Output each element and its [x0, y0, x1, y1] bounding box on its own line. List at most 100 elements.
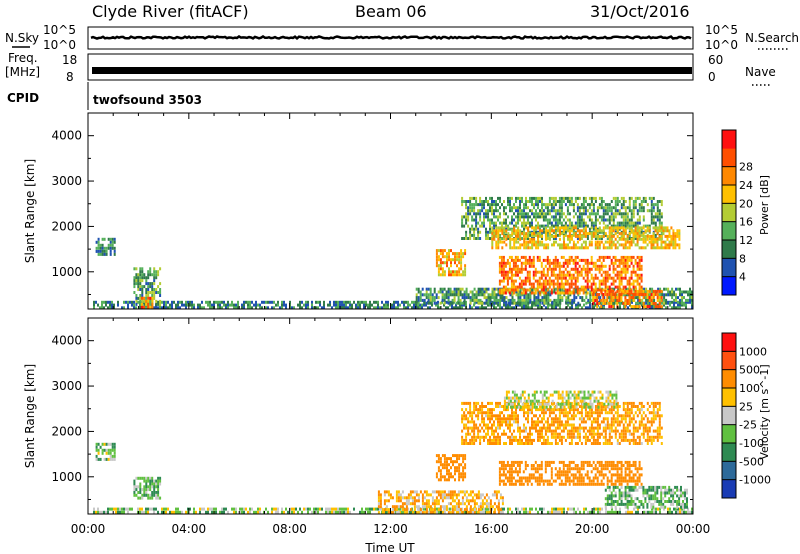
- power-echo-cell: [441, 298, 444, 302]
- velocity-echo-cell: [550, 411, 553, 415]
- velocity-echo-cell: [543, 507, 545, 511]
- power-echo-cell: [548, 203, 551, 207]
- power-echo-cell: [604, 289, 607, 293]
- power-echo-cell: [592, 279, 595, 283]
- power-echo-cell: [646, 226, 649, 230]
- velocity-echo-cell: [509, 423, 511, 427]
- power-echo-cell: [574, 226, 577, 230]
- power-echo-cell: [448, 267, 450, 271]
- power-echo-cell: [644, 305, 647, 309]
- power-echo-cell: [683, 301, 685, 305]
- power-echo-cell: [596, 237, 599, 240]
- power-echo-cell: [445, 296, 448, 300]
- power-echo-cell: [529, 224, 531, 228]
- power-echo-cell: [555, 298, 558, 302]
- velocity-echo-cell: [513, 429, 515, 433]
- power-echo-cell: [155, 276, 158, 280]
- power-echo-cell: [99, 249, 102, 253]
- power-echo-cell: [614, 232, 617, 236]
- power-echo-cell: [315, 300, 317, 304]
- power-echo-cell: [507, 215, 509, 219]
- velocity-echo-cell: [333, 510, 335, 514]
- power-echo-cell: [513, 306, 515, 310]
- velocity-echo-cell: [119, 507, 121, 511]
- power-echo-cell: [512, 258, 515, 262]
- power-echo-cell: [509, 221, 511, 225]
- power-echo-cell: [552, 224, 555, 228]
- power-echo-cell: [636, 289, 639, 293]
- velocity-echo-cell: [529, 507, 531, 511]
- power-echo-cell: [618, 279, 621, 283]
- power-echo-cell: [311, 303, 313, 307]
- power-echo-cell: [475, 200, 478, 203]
- power-echo-cell: [469, 227, 472, 231]
- power-echo-cell: [648, 226, 651, 230]
- power-echo-cell: [570, 200, 573, 203]
- velocity-echo-cell: [377, 507, 379, 511]
- power-echo-cell: [508, 261, 511, 265]
- power-echo-cell: [527, 215, 529, 219]
- power-echo-cell: [580, 221, 583, 225]
- power-echo-cell: [568, 291, 571, 295]
- power-echo-cell: [634, 270, 637, 274]
- power-echo-cell: [534, 291, 537, 295]
- power-echo-cell: [640, 237, 643, 241]
- velocity-echo-cell: [479, 405, 482, 408]
- power-echo-cell: [513, 240, 516, 244]
- power-echo-cell: [589, 306, 591, 310]
- velocity-echo-cell: [685, 510, 687, 514]
- power-echo-cell: [612, 226, 615, 230]
- power-echo-cell: [560, 276, 563, 280]
- power-echo-cell: [515, 301, 518, 305]
- power-echo-cell: [473, 206, 476, 210]
- power-echo-cell: [267, 300, 269, 304]
- power-echo-cell: [479, 203, 482, 207]
- velocity-echo-cell: [189, 507, 191, 511]
- power-echo-cell: [610, 299, 613, 302]
- power-echo-cell: [529, 209, 531, 213]
- power-echo-cell: [535, 240, 538, 244]
- power-echo-cell: [634, 229, 637, 233]
- power-echo-cell: [491, 293, 494, 297]
- power-echo-cell: [537, 293, 540, 297]
- power-echo-cell: [598, 302, 601, 305]
- power-echo-cell: [463, 237, 466, 240]
- power-echo-cell: [590, 209, 593, 213]
- power-echo-cell: [501, 232, 504, 236]
- power-echo-cell: [529, 293, 532, 297]
- power-echo-cell: [243, 306, 245, 310]
- power-echo-cell: [504, 273, 507, 277]
- power-colorbar-tick-label: 24: [739, 179, 753, 192]
- velocity-echo-cell: [451, 496, 454, 500]
- velocity-echo-cell: [103, 448, 106, 452]
- power-echo-cell: [305, 306, 307, 310]
- velocity-echo-cell: [377, 496, 380, 500]
- power-echo-cell: [622, 206, 625, 210]
- power-echo-cell: [465, 215, 468, 219]
- power-echo-cell: [654, 215, 657, 219]
- power-echo-cell: [672, 240, 675, 244]
- velocity-echo-cell: [139, 507, 141, 511]
- power-echo-cell: [525, 303, 527, 307]
- power-echo-cell: [554, 237, 557, 240]
- velocity-echo-cell: [493, 429, 495, 433]
- power-echo-cell: [533, 301, 536, 305]
- velocity-echo-cell: [133, 482, 136, 486]
- power-echo-cell: [515, 303, 517, 307]
- power-echo-cell: [177, 306, 179, 310]
- power-echo-cell: [521, 224, 523, 228]
- power-echo-cell: [619, 306, 621, 310]
- velocity-echo-cell: [611, 510, 613, 514]
- velocity-echo-cell: [115, 510, 117, 514]
- power-echo-cell: [531, 287, 534, 291]
- power-echo-cell: [561, 287, 564, 291]
- velocity-echo-cell: [479, 505, 482, 509]
- velocity-echo-cell: [467, 401, 470, 405]
- velocity-echo-cell: [651, 507, 653, 511]
- power-echo-cell: [612, 276, 615, 280]
- power-echo-cell: [550, 273, 553, 277]
- power-echo-cell: [570, 267, 573, 271]
- power-echo-cell: [147, 302, 150, 306]
- power-echo-cell: [331, 306, 333, 310]
- power-echo-cell: [493, 293, 496, 297]
